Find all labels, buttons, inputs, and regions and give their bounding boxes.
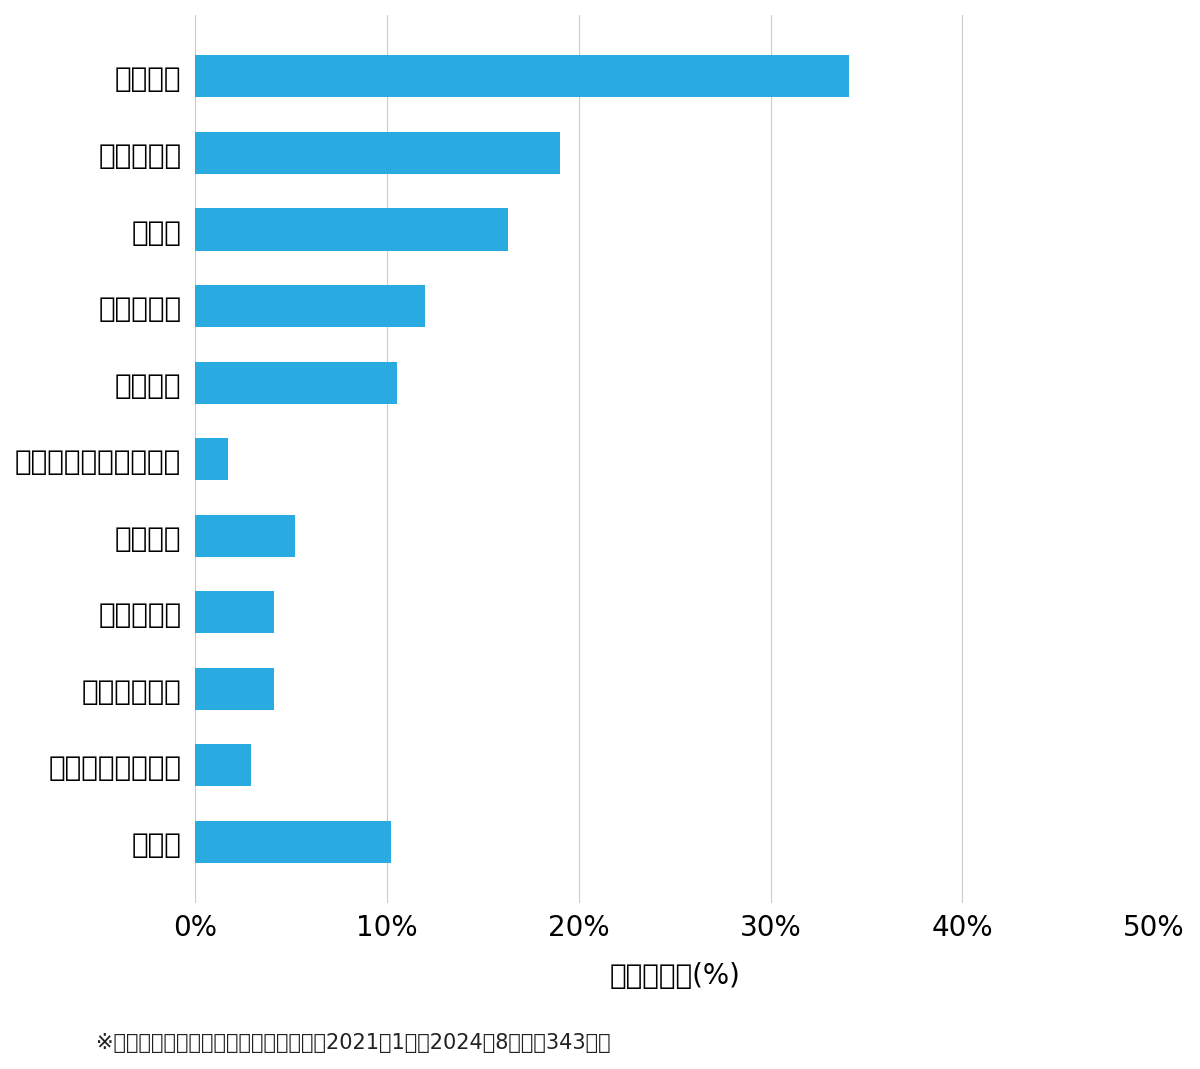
Bar bbox=[196, 208, 508, 250]
Bar bbox=[196, 744, 251, 787]
Bar bbox=[196, 131, 559, 174]
Bar bbox=[196, 668, 274, 710]
Bar bbox=[196, 56, 850, 97]
Bar bbox=[196, 285, 425, 327]
Bar bbox=[196, 514, 295, 557]
Bar bbox=[196, 591, 274, 633]
Bar bbox=[196, 361, 396, 404]
X-axis label: 件数の割合(%): 件数の割合(%) bbox=[610, 962, 740, 990]
Text: ※弊社受付の案件を対象に集計（期間：2021年1月～2024年8月、訜343件）: ※弊社受付の案件を対象に集計（期間：2021年1月～2024年8月、訜343件） bbox=[96, 1033, 611, 1053]
Bar bbox=[196, 821, 391, 863]
Bar bbox=[196, 438, 228, 480]
